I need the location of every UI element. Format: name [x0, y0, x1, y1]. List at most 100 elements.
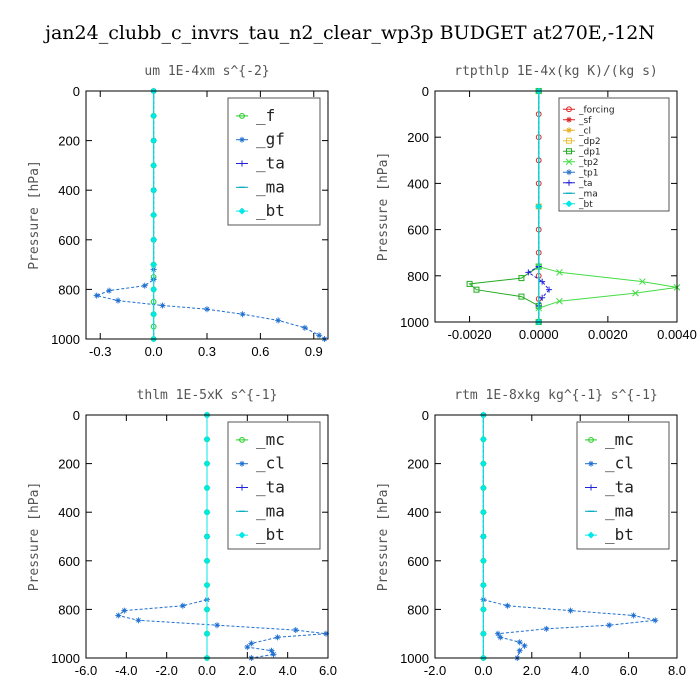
data-point [135, 617, 142, 624]
panel-title: thlm 1E-5xK s^{-1} [137, 388, 278, 403]
series-bt [203, 411, 211, 662]
x-tick-label: 0.0 [474, 663, 492, 678]
y-tick-label: 1000 [400, 651, 429, 666]
data-point [115, 612, 122, 619]
data-point [203, 630, 211, 638]
legend-marker [239, 484, 245, 491]
y-tick-label: 600 [58, 233, 80, 248]
y-axis-label: Pressure [hPa] [27, 482, 42, 592]
data-point [115, 297, 122, 304]
legend-label: _bt [578, 200, 593, 210]
data-point [539, 278, 546, 285]
y-tick-label: 0 [73, 408, 80, 423]
x-tick-label: 4.0 [279, 663, 297, 678]
legend-label: _bt [605, 525, 634, 544]
legend-label: _cl [578, 126, 591, 136]
y-axis-label: Pressure [hPa] [27, 160, 42, 270]
data-point [630, 612, 637, 619]
legend-marker [587, 531, 595, 539]
series-dp1 [466, 88, 542, 325]
y-axis-label: Pressure [hPa] [376, 482, 391, 592]
legend-marker [566, 169, 572, 176]
legend-box [558, 97, 670, 212]
legend-label: _ma [256, 501, 285, 520]
legend-label: _tp1 [578, 168, 598, 178]
data-point [150, 112, 158, 120]
data-point [539, 294, 546, 301]
data-point [479, 435, 487, 443]
legend-label: _gf [256, 130, 285, 149]
x-tick-label: -2.0 [155, 663, 177, 678]
legend-label: _bt [256, 525, 285, 544]
legend: _forcing_sf_cl_dp2_dp1_tp2_tp1_ta_ma_bt [558, 97, 670, 212]
x-tick-label: -6.0 [75, 663, 97, 678]
x-tick-label: 6.0 [319, 663, 337, 678]
data-point [556, 297, 563, 305]
panel-title: rtm 1E-8xkg kg^{-1} s^{-1} [454, 388, 658, 403]
legend: _f _gf _ta _ma _bt [227, 97, 321, 226]
data-point [479, 581, 487, 589]
legend-marker [239, 460, 245, 467]
y-tick-label: 200 [58, 457, 80, 472]
data-point [479, 557, 487, 565]
data-point [516, 647, 523, 654]
data-point [543, 625, 550, 632]
series-bt [479, 411, 487, 662]
x-tick-label: -0.0020 [448, 327, 492, 342]
x-tick-label: 6.0 [620, 663, 638, 678]
x-tick-label: 0.0 [198, 663, 216, 678]
series-bt [535, 87, 543, 326]
y-tick-label: 600 [407, 554, 429, 569]
y-tick-label: 400 [58, 505, 80, 520]
legend-label: _ma [605, 501, 634, 520]
legend-marker [566, 137, 572, 144]
series-line [468, 91, 540, 322]
plot-frame [85, 90, 329, 340]
data-point [244, 644, 251, 651]
legend-label: _ta [256, 478, 285, 497]
panel-3: thlm 1E-5xK s^{-1} Pressure [hPa] 0 200 400 6… [27, 388, 337, 678]
y-tick-label: 200 [58, 134, 80, 149]
data-point [150, 236, 158, 244]
data-point [179, 602, 186, 609]
data-point [479, 508, 487, 516]
data-point [479, 630, 487, 638]
data-point [556, 268, 563, 276]
y-tick-label: 400 [58, 183, 80, 198]
data-point [274, 634, 281, 641]
data-point [204, 306, 210, 313]
data-point [239, 311, 246, 318]
legend-box [227, 421, 321, 550]
legend-label: _dp2 [578, 137, 601, 147]
y-tick-label: 1000 [400, 315, 429, 330]
legend-label: _cl [605, 454, 634, 473]
data-point [150, 211, 158, 219]
panel-title: um 1E-4xm s^{-2} [144, 64, 269, 79]
data-point [632, 289, 639, 297]
x-tick-label: 0.0 [145, 344, 163, 359]
data-point [203, 484, 211, 492]
y-tick-label: 800 [58, 282, 80, 297]
legend-label: _mc [256, 430, 285, 449]
y-tick-label: 400 [407, 505, 429, 520]
plot-frame [85, 414, 329, 659]
data-point [518, 275, 525, 282]
data-point [518, 293, 525, 300]
legend-marker [566, 116, 572, 123]
data-point [521, 642, 528, 649]
y-tick-label: 0 [422, 84, 429, 99]
legend-label: _ma [578, 189, 598, 199]
legend-label: _tp2 [578, 158, 598, 168]
x-tick-label: 2.0 [238, 663, 256, 678]
data-point [473, 286, 480, 293]
y-tick-label: 200 [407, 457, 429, 472]
legend: _mc _cl _ta _ma _bt [227, 421, 321, 550]
data-point [150, 310, 158, 318]
panel-title: rtpthlp 1E-4x(kg K)/(kg s) [454, 64, 658, 79]
series-bt [150, 87, 158, 343]
data-point [535, 203, 543, 210]
data-point [494, 630, 501, 637]
panel-4: rtm 1E-8xkg kg^{-1} s^{-1} Pressure [hPa]… [376, 388, 686, 678]
legend-marker [566, 148, 572, 155]
